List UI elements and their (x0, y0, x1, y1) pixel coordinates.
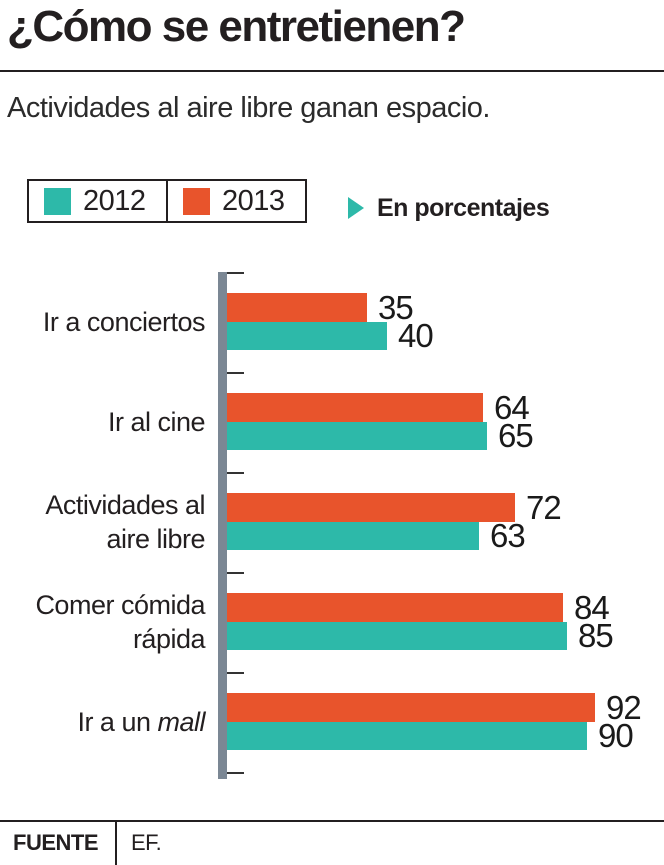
units-note-label: En porcentajes (377, 193, 550, 222)
value-label-2012: 90 (598, 717, 634, 754)
category-label: Actividades al aire libre (45, 489, 205, 554)
value-label-2012: 65 (498, 417, 534, 454)
axis-tick (227, 272, 244, 274)
bar-2013 (227, 693, 595, 722)
legend: 2012 2013 (27, 179, 307, 223)
bar-2012 (227, 622, 567, 650)
legend-swatch-2012 (44, 187, 71, 215)
category-label: Comer cómida rápida (35, 589, 205, 654)
bar-2012 (227, 322, 387, 350)
axis-tick (227, 772, 244, 774)
legend-label: 2012 (83, 184, 146, 217)
chart: Ir a conciertos 35 40 Ir al cine 64 65 Activid… (0, 272, 664, 780)
page-title: ¿Cómo se entretienen? (7, 2, 466, 51)
bar-group-actividades-al-aire-libre: Actividades al aire libre 72 63 (0, 472, 664, 572)
units-note: En porcentajes (348, 190, 550, 226)
legend-item-2012: 2012 (29, 181, 166, 221)
bar-2013 (227, 293, 367, 322)
bar-group-ir-a-conciertos: Ir a conciertos 35 40 (0, 272, 664, 372)
legend-label: 2013 (222, 184, 285, 217)
bar-2012 (227, 522, 479, 550)
value-label-2012: 85 (578, 617, 614, 654)
bar-2013 (227, 593, 563, 622)
source-label: FUENTE (13, 830, 99, 855)
bar-group-comer-c-mida-r-pida: Comer cómida rápida 84 85 (0, 572, 664, 672)
value-label-2013: 35 (378, 288, 414, 326)
source-value: EF. (131, 830, 162, 855)
value-label-2013: 84 (574, 588, 610, 626)
value-label-2012: 40 (398, 317, 434, 354)
bar-group-ir-al-cine: Ir al cine 64 65 (0, 372, 664, 472)
bar-2012 (227, 722, 587, 750)
y-axis-line (218, 272, 227, 779)
value-label-2013: 72 (526, 488, 562, 526)
arrow-right-icon (348, 197, 364, 219)
legend-swatch-2013 (183, 187, 210, 215)
bar-group-ir-a-un-mall: Ir a un mall 92 90 (0, 672, 664, 772)
bar-2012 (227, 422, 487, 450)
value-label-2013: 64 (494, 388, 530, 426)
axis-tick (227, 472, 244, 474)
bar-2013 (227, 493, 515, 522)
subtitle: Actividades al aire libre ganan espacio. (7, 92, 490, 124)
footer-vertical-divider (115, 820, 117, 865)
bar-2013 (227, 393, 483, 422)
value-label-2013: 92 (606, 688, 642, 726)
category-label: Ir a conciertos (42, 306, 206, 337)
category-label: Ir al cine (107, 406, 206, 437)
title-divider (0, 70, 664, 72)
axis-tick (227, 372, 244, 374)
value-label-2012: 63 (490, 517, 526, 554)
axis-tick (227, 672, 244, 674)
footer-divider (0, 820, 664, 822)
axis-tick (227, 572, 244, 574)
category-label: Ir a un mall (77, 706, 205, 737)
legend-item-2013: 2013 (166, 181, 305, 221)
